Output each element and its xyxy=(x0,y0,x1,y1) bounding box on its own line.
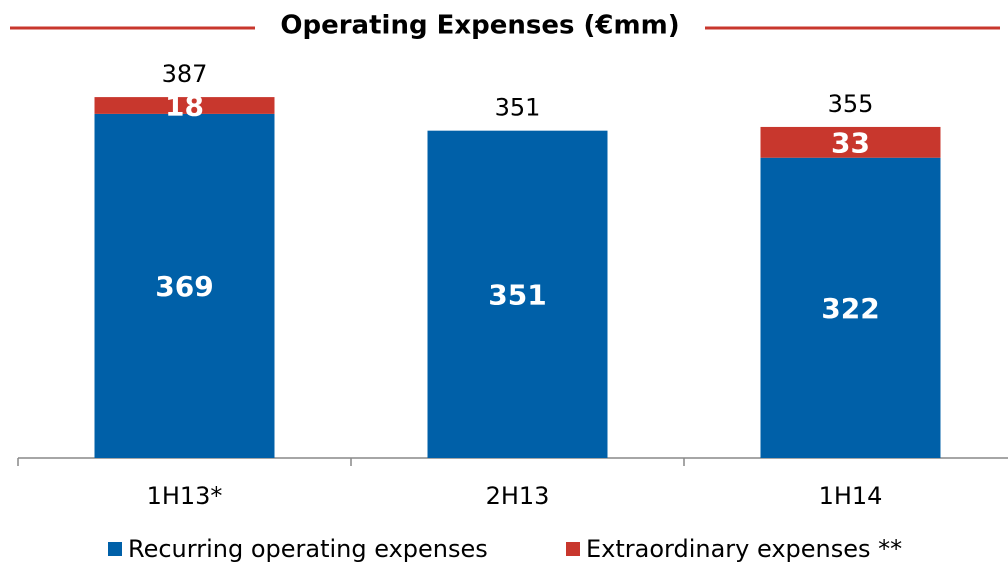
total-label: 387 xyxy=(162,60,208,88)
x-tick-label: 1H14 xyxy=(819,482,883,510)
bar-segment xyxy=(94,97,275,114)
bar-segment xyxy=(427,130,608,458)
total-label: 355 xyxy=(828,90,874,118)
x-tick-label: 2H13 xyxy=(486,482,550,510)
bar-segment xyxy=(760,157,941,458)
segment-label: 18 xyxy=(165,89,204,122)
segment-label: 351 xyxy=(488,278,546,311)
segment-label: 369 xyxy=(155,270,213,303)
x-tick-label: 1H13* xyxy=(147,482,223,510)
total-label: 351 xyxy=(495,94,541,122)
legend-swatch xyxy=(108,542,122,556)
legend-swatch xyxy=(566,542,580,556)
segment-label: 33 xyxy=(831,126,870,159)
legend-label: Recurring operating expenses xyxy=(128,535,488,563)
segment-label: 322 xyxy=(821,292,879,325)
chart-title: Operating Expenses (€mm) xyxy=(280,11,679,41)
legend-label: Extraordinary expenses ** xyxy=(586,535,902,563)
bar-segment xyxy=(760,126,941,158)
bar-segment xyxy=(94,113,275,458)
